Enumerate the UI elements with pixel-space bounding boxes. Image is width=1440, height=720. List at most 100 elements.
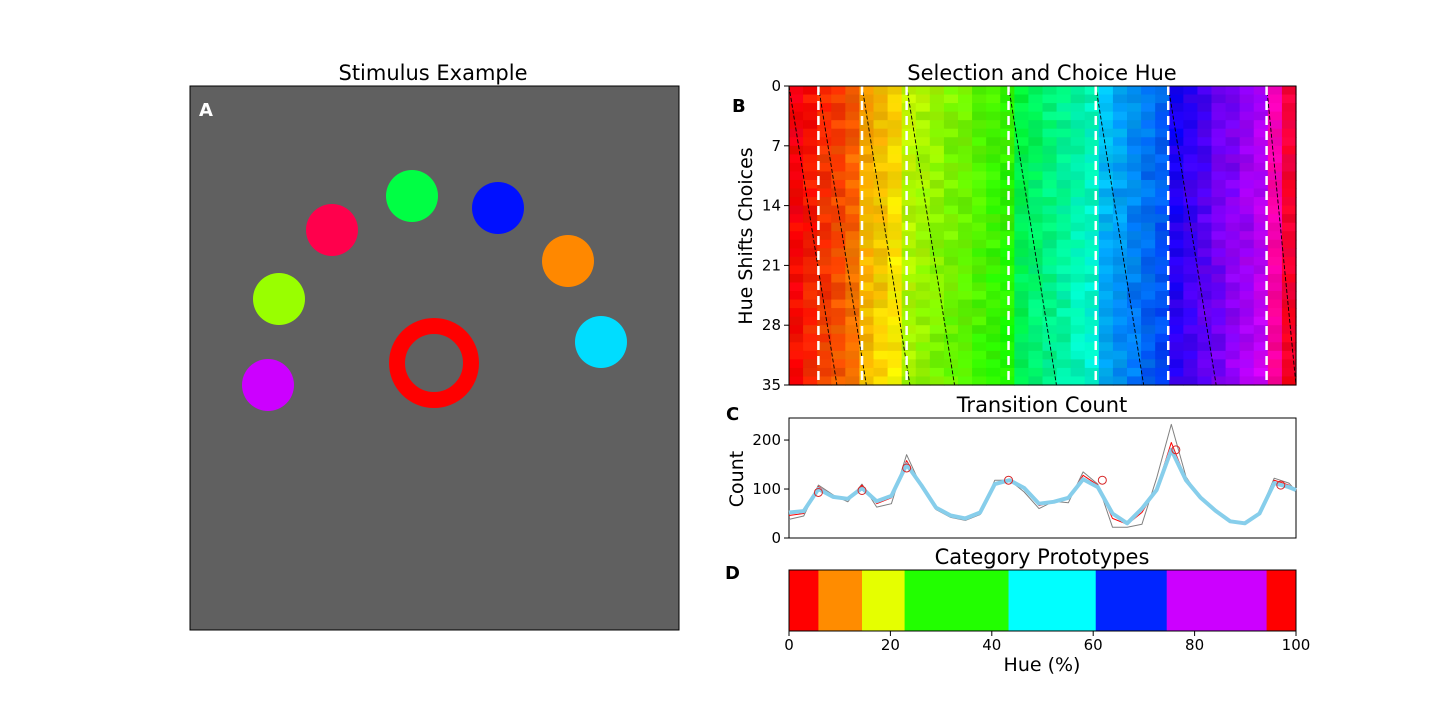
- heatmap-cell: [958, 367, 973, 378]
- heatmap-cell: [1239, 239, 1255, 249]
- heatmap-cell: [1211, 154, 1227, 164]
- heatmap-cell: [803, 282, 818, 292]
- transition-count-series-2: [788, 447, 1297, 526]
- heatmap-cell: [873, 94, 889, 104]
- heatmap-cell: [817, 145, 832, 155]
- heatmap-cell: [1141, 256, 1156, 266]
- heatmap-cell: [1281, 111, 1297, 121]
- heatmap-cell: [789, 94, 804, 104]
- heatmap-cell: [915, 248, 931, 258]
- heatmap-cell: [859, 359, 875, 369]
- heatmap-cell: [1183, 205, 1199, 215]
- heatmap-cell: [1084, 137, 1100, 147]
- heatmap-cell: [1014, 325, 1030, 335]
- heatmap-cell: [901, 171, 917, 181]
- heatmap-cell: [1239, 291, 1255, 301]
- heatmap-cell: [1169, 291, 1184, 301]
- heatmap-cell: [986, 273, 1001, 284]
- heatmap-cell: [972, 197, 987, 207]
- heatmap-cell: [943, 342, 959, 352]
- heatmap-cell: [1056, 325, 1072, 335]
- heatmap-cell: [1014, 273, 1030, 284]
- heatmap-cell: [1197, 120, 1213, 130]
- heatmap-cell: [789, 231, 804, 241]
- heatmap-cell: [972, 350, 987, 360]
- heatmap-cell: [986, 299, 1001, 309]
- heatmap-cell: [1141, 162, 1156, 173]
- heatmap-cell: [901, 367, 917, 378]
- heatmap-cell: [1056, 359, 1072, 369]
- heatmap-cell: [986, 197, 1001, 207]
- heatmap-cell: [1197, 342, 1213, 352]
- heatmap-cell: [1042, 273, 1058, 284]
- heatmap-cell: [958, 103, 973, 113]
- heatmap-cell: [1098, 291, 1114, 301]
- heatmap-cell: [1211, 316, 1227, 326]
- heatmap-cell: [972, 308, 987, 318]
- heatmap-cell: [1042, 162, 1058, 173]
- heatmap-cell: [1112, 316, 1128, 326]
- heatmap-cell: [789, 188, 804, 198]
- heatmap-cell: [1141, 299, 1156, 309]
- heatmap-cell: [831, 350, 846, 360]
- heatmap-cell: [1211, 222, 1227, 232]
- heatmap-cell: [873, 154, 889, 164]
- heatmap-cell: [986, 137, 1001, 147]
- heatmap-cell: [972, 120, 987, 130]
- prototype-segment: [1266, 570, 1297, 631]
- heatmap-cell: [915, 111, 931, 121]
- heatmap-cell: [1169, 145, 1184, 155]
- heatmap-y-tick-label: 0: [771, 77, 781, 95]
- heatmap-cell: [1084, 231, 1100, 241]
- heatmap-cell: [1127, 179, 1142, 190]
- heatmap-cell: [845, 299, 861, 309]
- heatmap-cell: [929, 197, 945, 207]
- heatmap-cell: [958, 308, 973, 318]
- heatmap-cell: [986, 333, 1001, 343]
- heatmap-cell: [1281, 376, 1297, 386]
- heatmap-cell: [1253, 376, 1269, 386]
- heatmap-cell: [887, 154, 903, 164]
- heatmap-cell: [1084, 256, 1100, 266]
- heatmap-y-tick-label: 21: [762, 256, 781, 274]
- heatmap-cell: [803, 325, 818, 335]
- heatmap-cell: [1014, 214, 1030, 224]
- heatmap-cell: [1197, 376, 1213, 386]
- heatmap-y-tick-label: 35: [762, 376, 781, 394]
- heatmap-cell: [789, 205, 804, 215]
- heatmap-cell: [845, 342, 861, 352]
- heatmap-cell: [958, 162, 973, 173]
- line-y-tick-label: 0: [771, 529, 781, 547]
- heatmap-cell: [1084, 359, 1100, 369]
- heatmap-cell: [1267, 188, 1283, 198]
- heatmap-cell: [986, 205, 1001, 215]
- heatmap-cell: [929, 103, 945, 113]
- heatmap-cell: [929, 291, 945, 301]
- heatmap-cell: [1070, 179, 1086, 190]
- heatmap-cell: [1281, 162, 1297, 173]
- heatmap-cell: [831, 162, 846, 173]
- heatmap-cell: [859, 103, 875, 113]
- x-tick-label: 20: [881, 636, 900, 654]
- heatmap-cell: [887, 231, 903, 241]
- heatmap-cell: [929, 120, 945, 130]
- heatmap-cell: [1197, 316, 1213, 326]
- heatmap-cell: [1056, 179, 1072, 190]
- heatmap-cell: [1127, 291, 1142, 301]
- heatmap-cell: [1042, 222, 1058, 232]
- heatmap-cell: [1211, 342, 1227, 352]
- heatmap-cell: [1042, 248, 1058, 258]
- heatmap-cell: [1070, 214, 1086, 224]
- heatmap-cell: [901, 273, 917, 284]
- x-tick-label: 40: [982, 636, 1001, 654]
- heatmap-cell: [1028, 299, 1044, 309]
- heatmap-cell: [1098, 265, 1114, 275]
- heatmap-cell: [1169, 128, 1184, 138]
- heatmap-cell: [1070, 137, 1086, 147]
- heatmap-cell: [789, 308, 804, 318]
- heatmap-cell: [958, 222, 973, 232]
- heatmap-cell: [1084, 367, 1100, 378]
- heatmap-cell: [1042, 256, 1058, 266]
- heatmap-cell: [1141, 359, 1156, 369]
- heatmap-cell: [1267, 376, 1283, 386]
